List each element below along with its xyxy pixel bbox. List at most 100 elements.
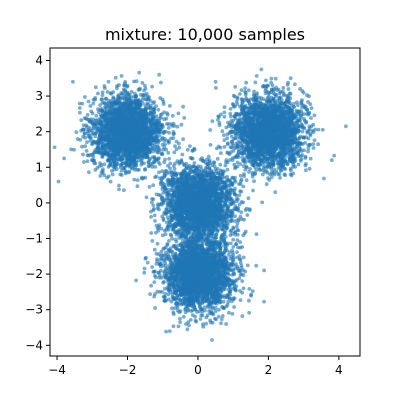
data-point	[300, 129, 305, 134]
data-point	[155, 127, 159, 132]
data-point	[243, 86, 248, 90]
data-point	[261, 136, 266, 141]
data-point	[106, 150, 111, 155]
data-point	[268, 128, 272, 133]
data-point	[311, 146, 316, 150]
data-point	[105, 134, 110, 139]
data-point	[133, 102, 138, 107]
data-point	[133, 91, 137, 96]
data-point	[216, 118, 220, 122]
data-point	[251, 136, 256, 141]
data-point	[109, 143, 114, 148]
data-point	[135, 178, 140, 183]
data-point	[280, 157, 284, 162]
data-point	[298, 154, 303, 158]
data-point	[97, 136, 101, 140]
data-point	[91, 140, 96, 145]
data-point	[301, 90, 306, 95]
data-point	[167, 156, 172, 161]
data-point	[162, 117, 167, 122]
data-point	[110, 126, 115, 131]
data-point	[109, 91, 114, 96]
data-point	[142, 109, 147, 114]
data-point	[231, 102, 236, 107]
data-point	[241, 126, 245, 130]
data-point	[153, 165, 158, 169]
data-point	[105, 142, 109, 147]
data-point	[286, 105, 291, 110]
data-point	[291, 157, 296, 161]
data-point	[126, 117, 130, 121]
data-point	[100, 90, 105, 95]
data-point	[264, 101, 269, 106]
data-point	[143, 167, 147, 172]
data-point	[266, 161, 271, 166]
data-point	[146, 127, 151, 132]
data-point	[234, 136, 239, 141]
data-point	[132, 94, 136, 99]
data-point	[160, 136, 165, 140]
data-point	[269, 90, 274, 94]
data-point	[208, 128, 213, 132]
data-point	[238, 162, 243, 167]
data-point	[271, 101, 276, 106]
data-point	[265, 89, 270, 94]
data-point	[84, 125, 89, 129]
data-point	[142, 114, 147, 118]
data-point	[176, 111, 181, 116]
data-point	[261, 124, 266, 129]
data-point	[106, 98, 111, 103]
data-point	[229, 125, 234, 129]
data-point	[225, 132, 230, 137]
data-point	[110, 172, 115, 177]
data-point	[231, 118, 236, 123]
data-point	[133, 152, 137, 157]
data-point	[271, 162, 276, 166]
data-point	[130, 110, 134, 114]
data-point	[307, 94, 311, 99]
data-point	[257, 104, 262, 109]
data-point	[135, 109, 139, 113]
data-point	[129, 120, 134, 125]
data-point	[96, 145, 100, 150]
data-point	[145, 101, 150, 106]
data-point	[279, 162, 284, 166]
data-point	[283, 160, 288, 165]
data-point	[144, 106, 149, 111]
data-point	[299, 122, 304, 126]
data-point	[147, 134, 152, 138]
data-point	[227, 152, 232, 157]
data-point	[222, 114, 227, 119]
data-point	[234, 124, 239, 128]
data-point	[154, 135, 159, 139]
data-point	[175, 124, 180, 129]
data-point	[158, 127, 163, 132]
data-point	[174, 139, 179, 144]
data-point	[143, 86, 148, 91]
data-point	[287, 130, 292, 134]
data-point	[217, 123, 222, 128]
data-point	[148, 112, 152, 117]
data-point	[123, 168, 128, 173]
data-point	[286, 80, 290, 85]
data-point	[293, 82, 297, 87]
data-point	[117, 183, 121, 188]
data-point	[283, 116, 288, 121]
data-point	[302, 126, 307, 131]
data-point	[130, 139, 135, 144]
data-point	[101, 167, 105, 172]
data-point	[271, 98, 276, 102]
data-point	[252, 179, 256, 184]
data-point	[97, 164, 102, 169]
data-point	[283, 134, 288, 139]
data-point	[113, 75, 118, 80]
data-point	[296, 103, 300, 108]
data-point	[312, 138, 317, 143]
data-point	[114, 142, 119, 147]
data-point	[151, 101, 156, 106]
data-point	[253, 97, 258, 101]
data-point	[86, 99, 91, 104]
data-point	[210, 119, 215, 124]
data-point	[222, 145, 227, 149]
data-point	[278, 101, 283, 106]
